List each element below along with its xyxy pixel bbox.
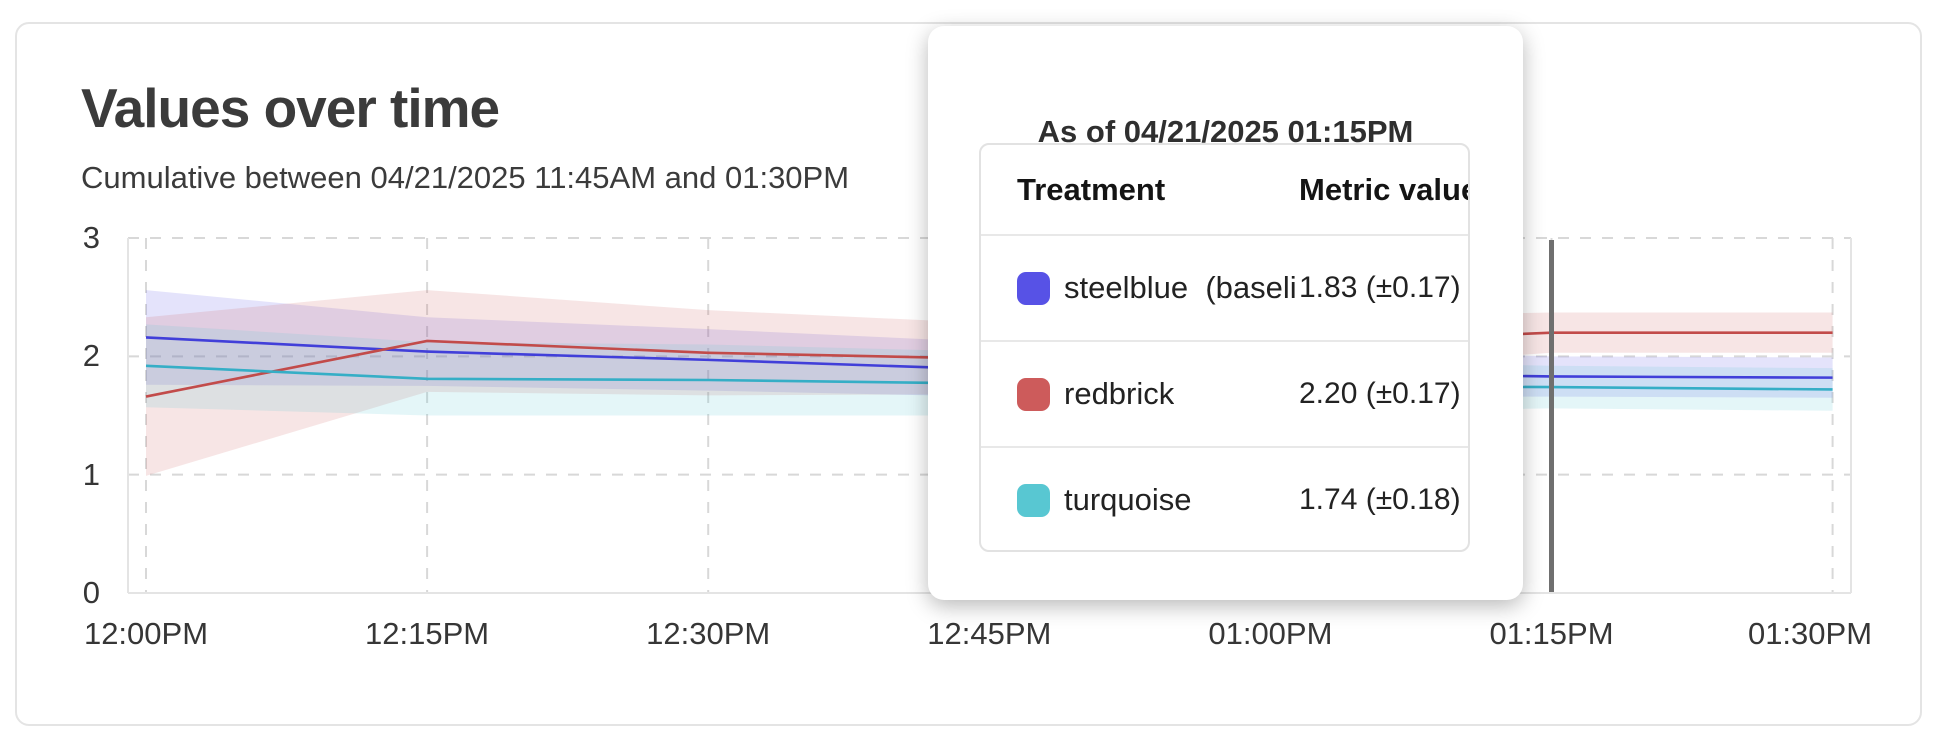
tooltip-header-treatment: Treatment — [1017, 171, 1166, 207]
x-tick-label: 12:30PM — [646, 616, 771, 651]
x-tick-label: 01:15PM — [1489, 616, 1614, 651]
tooltip-table: Treatment Metric value steelblue (baseli… — [979, 143, 1470, 552]
x-tick-label: 01:00PM — [1208, 616, 1333, 651]
tooltip-row: redbrick 2.20 (±0.17) — [981, 340, 1468, 446]
x-tick-label: 12:45PM — [927, 616, 1052, 651]
x-tick-label: 12:00PM — [83, 616, 209, 651]
series-label: turquoise — [1064, 482, 1192, 517]
series-label: redbrick — [1064, 376, 1175, 411]
tooltip-row: steelblue (baseli 1.83 (±0.17) — [981, 234, 1468, 340]
tooltip-row: turquoise 1.74 (±0.18) — [981, 446, 1468, 550]
y-tick-label: 2 — [82, 338, 100, 374]
chart-subtitle: Cumulative between 04/21/2025 11:45AM an… — [81, 160, 850, 195]
y-tick-label: 3 — [82, 220, 100, 255]
tooltip-header-metric-value: Metric value — [1299, 171, 1470, 207]
series-swatch-steelblue — [1017, 271, 1050, 305]
chart-title: Values over time — [81, 77, 500, 139]
x-tick-label: 01:30PM — [1747, 616, 1873, 651]
series-label: steelblue (baseli — [1064, 270, 1297, 305]
series-swatch-redbrick — [1017, 377, 1050, 411]
series-value: 1.74 (±0.18) — [1299, 483, 1461, 516]
tooltip-table-header: Treatment Metric value — [981, 145, 1468, 234]
hover-tooltip: As of 04/21/2025 01:15PM Treatment Metri… — [928, 26, 1523, 600]
y-tick-label: 0 — [82, 575, 100, 610]
series-swatch-turquoise — [1017, 483, 1050, 517]
series-value: 2.20 (±0.17) — [1299, 377, 1461, 410]
series-value: 1.83 (±0.17) — [1299, 271, 1461, 304]
x-tick-label: 12:15PM — [365, 616, 490, 651]
y-tick-label: 1 — [82, 456, 100, 492]
